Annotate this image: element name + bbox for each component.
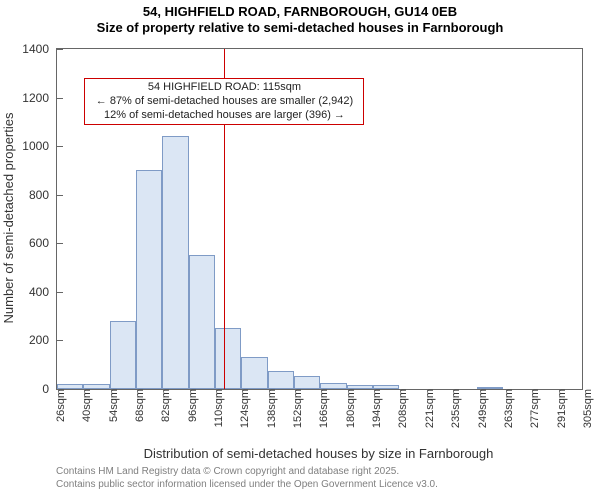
x-tick-label: 152sqm (286, 389, 304, 428)
chart-title: 54, HIGHFIELD ROAD, FARNBOROUGH, GU14 0E… (0, 4, 600, 37)
y-tick-label: 1000 (22, 139, 57, 153)
y-tick (57, 49, 63, 50)
x-tick-label: 110sqm (207, 389, 225, 427)
y-tick-label: 1200 (22, 91, 57, 105)
x-tick-label: 124sqm (233, 389, 251, 428)
y-tick-label: 200 (29, 333, 57, 347)
x-tick-label: 40sqm (75, 389, 93, 422)
x-tick-label: 235sqm (444, 389, 462, 428)
attribution-line2: Contains public sector information licen… (56, 479, 438, 490)
x-tick-label: 221sqm (418, 389, 436, 428)
x-tick-label: 180sqm (339, 389, 357, 428)
x-tick-label: 82sqm (154, 389, 172, 422)
y-tick (57, 340, 63, 341)
y-tick (57, 243, 63, 244)
x-tick-label: 208sqm (391, 389, 409, 428)
plot-area: 020040060080010001200140026sqm40sqm54sqm… (56, 48, 583, 390)
x-tick-label: 263sqm (497, 389, 515, 428)
histogram-bar (110, 321, 136, 389)
x-tick-label: 138sqm (260, 389, 278, 428)
attribution-line1: Contains HM Land Registry data © Crown c… (56, 466, 399, 477)
histogram-bar (136, 170, 162, 389)
histogram-bar (268, 371, 294, 389)
x-axis-label: Distribution of semi-detached houses by … (56, 446, 581, 461)
histogram-bar (162, 136, 188, 389)
histogram-bar (241, 357, 267, 389)
y-tick (57, 292, 63, 293)
y-tick (57, 146, 63, 147)
histogram-bar (215, 328, 241, 389)
y-tick (57, 195, 63, 196)
y-tick (57, 98, 63, 99)
title-line1: 54, HIGHFIELD ROAD, FARNBOROUGH, GU14 0E… (143, 4, 457, 19)
chart-container: { "title": { "line1": "54, HIGHFIELD ROA… (0, 0, 600, 500)
title-line2: Size of property relative to semi-detach… (97, 20, 504, 35)
callout-line2: ← 87% of semi-detached houses are smalle… (96, 95, 353, 107)
callout-box: 54 HIGHFIELD ROAD: 115sqm ← 87% of semi-d… (84, 78, 364, 125)
x-tick-label: 54sqm (102, 389, 120, 422)
x-tick-label: 166sqm (312, 389, 330, 428)
x-tick-label: 96sqm (181, 389, 199, 422)
callout-line3: 12% of semi-detached houses are larger (… (104, 109, 345, 121)
histogram-bar (294, 376, 320, 389)
x-tick-label: 291sqm (550, 389, 568, 428)
x-tick-label: 26sqm (49, 389, 67, 422)
x-tick-label: 277sqm (523, 389, 541, 428)
callout-line1: 54 HIGHFIELD ROAD: 115sqm (148, 81, 301, 93)
y-tick-label: 1400 (22, 42, 57, 56)
x-tick-label: 68sqm (128, 389, 146, 422)
y-tick-label: 600 (29, 236, 57, 250)
x-tick-label: 305sqm (576, 389, 594, 428)
attribution: Contains HM Land Registry data © Crown c… (56, 466, 438, 491)
y-axis-label: Number of semi-detached properties (1, 113, 16, 324)
x-tick-label: 194sqm (365, 389, 383, 428)
histogram-bar (189, 255, 215, 389)
x-tick-label: 249sqm (471, 389, 489, 428)
y-tick-label: 400 (29, 285, 57, 299)
y-tick-label: 800 (29, 188, 57, 202)
